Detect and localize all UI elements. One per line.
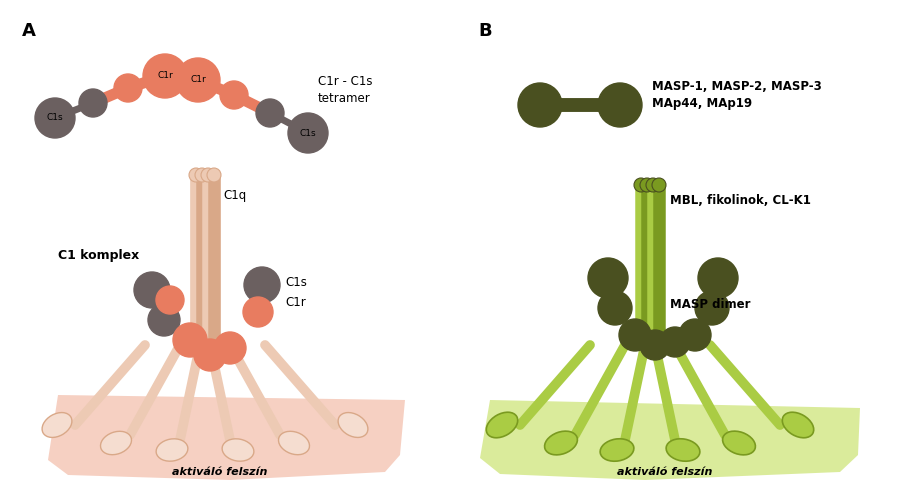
Circle shape — [518, 83, 562, 127]
Ellipse shape — [600, 439, 634, 461]
Circle shape — [598, 291, 632, 325]
Circle shape — [288, 113, 328, 153]
Circle shape — [646, 178, 660, 192]
Text: MASP dimer: MASP dimer — [670, 299, 751, 312]
Text: aktiváló felszín: aktiváló felszín — [618, 467, 712, 477]
Text: A: A — [22, 22, 36, 40]
Text: C1q: C1q — [223, 188, 246, 202]
Ellipse shape — [279, 431, 310, 455]
Circle shape — [156, 286, 184, 314]
Circle shape — [695, 291, 729, 325]
Circle shape — [652, 178, 666, 192]
Circle shape — [243, 297, 273, 327]
Circle shape — [214, 332, 246, 364]
Text: C1 komplex: C1 komplex — [58, 248, 139, 262]
Circle shape — [79, 89, 107, 117]
Circle shape — [207, 168, 221, 182]
Circle shape — [598, 83, 642, 127]
Circle shape — [256, 99, 284, 127]
Text: C1s: C1s — [300, 129, 316, 137]
Circle shape — [35, 98, 75, 138]
Circle shape — [173, 323, 207, 357]
Text: MASP-1, MASP-2, MASP-3
MAp44, MAp19: MASP-1, MASP-2, MASP-3 MAp44, MAp19 — [652, 80, 822, 110]
Ellipse shape — [545, 431, 578, 455]
Circle shape — [176, 58, 220, 102]
Ellipse shape — [42, 412, 72, 437]
Ellipse shape — [338, 412, 368, 437]
Circle shape — [244, 267, 280, 303]
Circle shape — [189, 168, 203, 182]
Circle shape — [588, 258, 628, 298]
Ellipse shape — [156, 439, 188, 461]
Ellipse shape — [100, 431, 131, 455]
Text: C1r: C1r — [190, 75, 206, 85]
Text: C1s: C1s — [285, 277, 307, 289]
Circle shape — [640, 330, 670, 360]
Circle shape — [698, 258, 738, 298]
Circle shape — [660, 327, 690, 357]
Circle shape — [640, 178, 654, 192]
Text: aktiváló felszín: aktiváló felszín — [172, 467, 268, 477]
Text: C1s: C1s — [46, 113, 63, 123]
Text: B: B — [478, 22, 492, 40]
Circle shape — [679, 319, 711, 351]
Circle shape — [134, 272, 170, 308]
Circle shape — [634, 178, 648, 192]
Ellipse shape — [722, 431, 755, 455]
Text: MBL, fikolinok, CL-K1: MBL, fikolinok, CL-K1 — [670, 193, 811, 206]
Circle shape — [114, 74, 142, 102]
Circle shape — [220, 81, 248, 109]
Ellipse shape — [486, 412, 517, 438]
Circle shape — [619, 319, 651, 351]
Polygon shape — [480, 400, 860, 480]
Ellipse shape — [222, 439, 254, 461]
Polygon shape — [48, 395, 405, 480]
Circle shape — [195, 168, 209, 182]
Circle shape — [194, 339, 226, 371]
Text: C1r: C1r — [285, 297, 306, 310]
Ellipse shape — [783, 412, 814, 438]
Circle shape — [148, 304, 180, 336]
Circle shape — [201, 168, 215, 182]
Text: C1r - C1s
tetramer: C1r - C1s tetramer — [318, 75, 373, 105]
Ellipse shape — [666, 439, 700, 461]
Text: C1r: C1r — [157, 72, 173, 80]
Circle shape — [143, 54, 187, 98]
